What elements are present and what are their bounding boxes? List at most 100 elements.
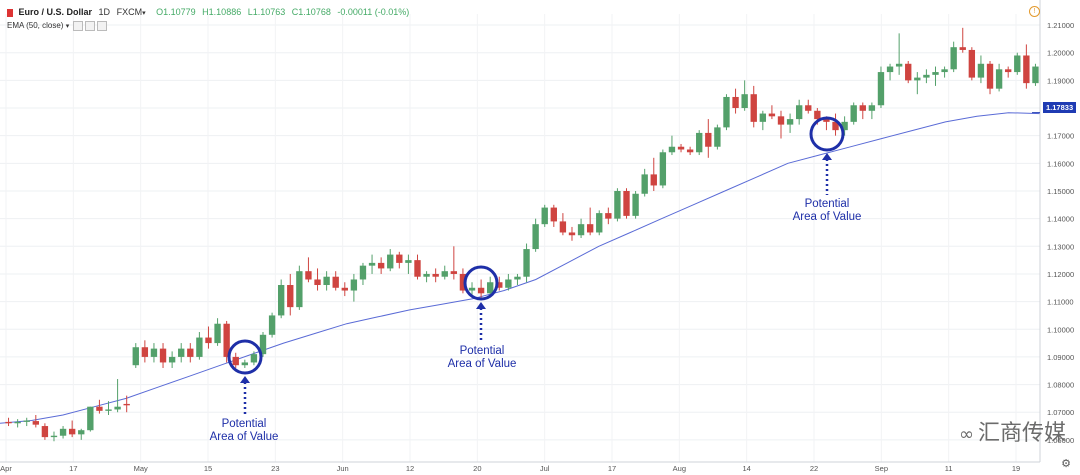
low-value: L1.10763 bbox=[247, 7, 286, 17]
candle-body bbox=[250, 354, 258, 363]
candle-body bbox=[714, 127, 721, 147]
y-tick-label: 1.09000 bbox=[1047, 353, 1074, 362]
candle-body bbox=[341, 287, 348, 291]
candle-body bbox=[232, 356, 239, 366]
candle-body bbox=[332, 276, 339, 288]
x-tick-label: 20 bbox=[473, 464, 481, 473]
candle-body bbox=[277, 285, 285, 316]
candle-body bbox=[823, 119, 830, 122]
y-tick-label: 1.19000 bbox=[1047, 76, 1074, 85]
interval-label[interactable]: 1D bbox=[98, 7, 111, 17]
candle-body bbox=[450, 271, 458, 274]
x-tick-label: Jun bbox=[337, 464, 349, 473]
candle-body bbox=[859, 105, 866, 111]
candle-body bbox=[68, 428, 76, 435]
eye-icon[interactable] bbox=[73, 21, 84, 31]
candle-body bbox=[905, 63, 912, 81]
candle-body bbox=[968, 49, 976, 78]
y-tick-label: 1.08000 bbox=[1047, 381, 1074, 390]
settings-icon[interactable] bbox=[85, 21, 96, 31]
candle-body bbox=[805, 105, 812, 111]
candle-body bbox=[932, 72, 939, 75]
chevron-down-icon[interactable]: ▾ bbox=[65, 23, 70, 31]
highlight-circle bbox=[227, 339, 263, 375]
candle-body bbox=[41, 426, 49, 438]
candle-body bbox=[868, 105, 876, 111]
y-tick-label: 1.06000 bbox=[1047, 436, 1074, 445]
x-tick-label: Jul bbox=[540, 464, 550, 473]
chart-grid bbox=[0, 14, 1040, 462]
candle-body bbox=[596, 213, 603, 233]
overlays-layer bbox=[227, 116, 845, 414]
candle-body bbox=[1032, 66, 1039, 84]
candle-body bbox=[650, 174, 657, 186]
candle-body bbox=[677, 146, 685, 150]
close-value: C1.10768 bbox=[291, 7, 331, 17]
candle-body bbox=[541, 207, 548, 225]
candle-body bbox=[986, 63, 994, 89]
candle-body bbox=[59, 428, 67, 436]
annotation-3-line2: Area of Value bbox=[792, 211, 862, 223]
change-value: -0.00011 (-0.01%) bbox=[337, 7, 410, 17]
close-icon[interactable] bbox=[97, 21, 108, 31]
candle-body bbox=[723, 96, 730, 128]
candle-body bbox=[78, 430, 85, 435]
candle-body bbox=[995, 69, 1003, 89]
candle-body bbox=[5, 421, 12, 424]
exchange-label: FXCM bbox=[116, 7, 143, 17]
y-tick-label: 1.15000 bbox=[1047, 187, 1074, 196]
candle-body bbox=[414, 260, 421, 277]
x-tick-label: 23 bbox=[271, 464, 279, 473]
candle-body bbox=[532, 224, 539, 250]
candle-body bbox=[387, 254, 394, 269]
candle-body bbox=[305, 271, 312, 280]
candle-body bbox=[1023, 55, 1030, 84]
candle-body bbox=[877, 72, 885, 106]
candle-body bbox=[223, 323, 230, 357]
chevron-down-icon[interactable]: ▾ bbox=[142, 10, 146, 17]
y-tick-label: 1.07000 bbox=[1047, 408, 1074, 417]
candle-body bbox=[759, 113, 767, 122]
x-tick-label: 14 bbox=[742, 464, 750, 473]
x-tick-label: Apr bbox=[0, 464, 12, 473]
candle-body bbox=[214, 323, 221, 344]
candle-body bbox=[496, 282, 503, 288]
candle-body bbox=[977, 63, 985, 78]
y-tick-label: 1.13000 bbox=[1047, 242, 1074, 251]
highlight-circle bbox=[809, 116, 845, 152]
candle-body bbox=[923, 74, 930, 78]
candle-body bbox=[423, 273, 430, 277]
y-tick-label: 1.12000 bbox=[1047, 270, 1074, 279]
x-tick-label: 19 bbox=[1012, 464, 1020, 473]
candle-body bbox=[514, 276, 521, 280]
candle-body bbox=[659, 152, 667, 186]
watermark: ∞ 汇商传媒 bbox=[959, 415, 1066, 447]
candle-body bbox=[895, 63, 903, 67]
annotation-2: Potential Area of Value bbox=[434, 345, 530, 371]
indicator-label[interactable]: EMA (50, close) bbox=[7, 21, 64, 31]
candle-body bbox=[432, 273, 439, 277]
candle-body bbox=[632, 193, 639, 216]
candle-body bbox=[350, 279, 358, 291]
candle-body bbox=[477, 287, 485, 294]
annotation-3: Potential Area of Value bbox=[779, 198, 875, 224]
warning-icon[interactable]: ! bbox=[1029, 6, 1040, 17]
candle-body bbox=[686, 149, 694, 153]
x-tick-label: 15 bbox=[204, 464, 212, 473]
candle-body bbox=[396, 254, 403, 263]
candle-body bbox=[577, 224, 585, 236]
candle-body bbox=[132, 347, 139, 366]
last-price-tag: 1.17833 bbox=[1043, 102, 1077, 113]
candle-body bbox=[196, 337, 203, 357]
x-tick-label: 11 bbox=[945, 464, 953, 473]
candle-body bbox=[141, 347, 149, 357]
gear-icon[interactable]: ⚙ bbox=[1061, 458, 1071, 470]
candle-body bbox=[623, 190, 630, 216]
candle-body bbox=[741, 94, 748, 109]
x-tick-label: 12 bbox=[406, 464, 414, 473]
y-tick-label: 1.21000 bbox=[1047, 21, 1074, 30]
candle-body bbox=[950, 47, 957, 70]
candle-body bbox=[359, 265, 367, 280]
symbol-name[interactable]: Euro / U.S. Dollar bbox=[18, 7, 93, 17]
